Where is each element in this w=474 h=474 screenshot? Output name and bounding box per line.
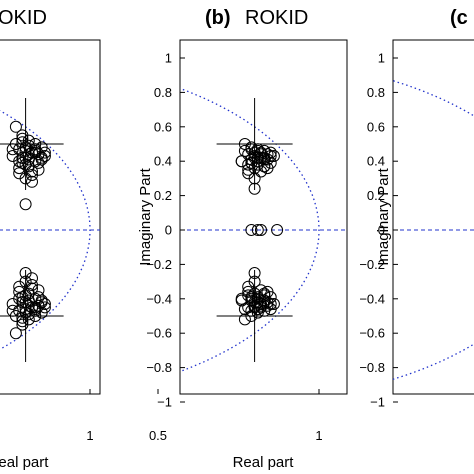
y-tick-label: −0.8: [359, 360, 385, 375]
scatter-point: [235, 292, 248, 305]
scatter-point: [26, 175, 38, 188]
scatter-point: [32, 291, 45, 304]
scatter-point: [264, 150, 277, 162]
x-tick-label: 1: [315, 428, 322, 443]
y-tick-label: 1: [165, 51, 172, 66]
y-tick-label: −1: [157, 395, 172, 410]
scatter-point: [242, 158, 255, 171]
scatter-point: [248, 172, 261, 185]
panel-c-ylabel: Imaginary Part: [375, 167, 392, 265]
y-tick-label: −0.2: [146, 257, 172, 272]
scatter-point: [248, 182, 261, 195]
y-tick-label: 0: [378, 223, 385, 238]
panel-b-xlabel: Real part: [233, 454, 295, 471]
y-tick-label: 0.2: [367, 188, 385, 203]
scatter-point: [245, 224, 258, 236]
scatter-point: [264, 298, 277, 310]
y-tick-label: −0.6: [146, 326, 172, 341]
scatter-point: [26, 279, 38, 291]
scatter-point: [245, 291, 258, 304]
scatter-point: [245, 156, 258, 169]
y-tick-label: 1: [378, 51, 385, 66]
scatter-point: [261, 162, 274, 175]
scatter-point: [16, 136, 29, 149]
panel-b-title: ROKID: [245, 7, 308, 29]
scatter-point: [6, 143, 19, 156]
scatter-point: [258, 287, 271, 300]
scatter-point: [16, 132, 29, 145]
y-tick-label: 0.2: [154, 188, 172, 203]
scatter-point: [6, 304, 19, 317]
scatter-point: [9, 120, 22, 133]
scatter-point: [19, 267, 32, 279]
y-tick-label: −0.8: [146, 360, 172, 375]
panel-a-xlabel: Real part: [0, 454, 49, 471]
scatter-point: [261, 285, 274, 298]
panel-b-plot: 0.5 1 1 0.8 0.6 0.4 0.2 0 −0.2 −0.4 −0.6 −0.8 −1 Rea…: [137, 39, 348, 471]
scatter-point: [248, 275, 261, 288]
scatter-point: [13, 292, 26, 305]
x-tick-label: 1: [86, 428, 93, 443]
panel-a-plot: .51 Real part: [0, 39, 101, 471]
scatter-point: [9, 327, 22, 340]
scatter-point: [251, 144, 264, 157]
y-tick-label: 0.4: [367, 154, 385, 169]
y-tick-label: 0: [165, 223, 172, 238]
scatter-point: [19, 172, 32, 185]
panel-c-letter: (c: [450, 7, 468, 29]
y-tick-label: 0.8: [367, 85, 385, 100]
scatter-point: [19, 198, 32, 211]
unit-circle: [180, 87, 320, 373]
scatter-point: [235, 155, 248, 168]
scatter-point: [16, 315, 29, 328]
scatter-point: [38, 301, 51, 314]
scatter-point: [245, 304, 258, 317]
scatter-point: [238, 313, 251, 326]
y-tick-label: 0.6: [154, 119, 172, 134]
scatter-point: [258, 160, 271, 173]
scatter-point: [22, 308, 35, 321]
y-tick-label: −1: [370, 395, 385, 410]
y-tick-label: −0.2: [359, 257, 385, 272]
scatter-point: [13, 155, 26, 168]
y-tick-label: 0.4: [154, 154, 172, 169]
scatter-point: [245, 143, 258, 156]
y-tick-label: −0.4: [146, 291, 172, 306]
scatter-point: [248, 267, 261, 279]
scatter-point: [255, 148, 267, 161]
scatter-point: [255, 224, 267, 236]
scatter-point: [251, 303, 264, 316]
panel-c-frame: [392, 39, 474, 395]
panel-b-letter: (b): [205, 7, 231, 29]
unit-circle: [393, 80, 474, 380]
x-tick-label: 0.5: [149, 428, 167, 443]
panel-b-ylabel: Imaginary Part: [137, 167, 154, 265]
scatter-point: [26, 169, 38, 181]
scatter-point: [19, 151, 32, 164]
scatter-point: [19, 296, 32, 309]
scatter-point: [251, 224, 264, 236]
y-tick-label: 0.8: [154, 85, 172, 100]
panel-a-title: OKID: [0, 7, 47, 29]
scatter-point: [38, 146, 51, 159]
panel-c-plot: 1 0.8 0.6 0.4 0.2 0 −0.2 −0.4 −0.6 −0.8 −1 Imagina…: [359, 39, 474, 410]
scatter-point: [32, 156, 45, 169]
panel-a-frame: [0, 39, 101, 395]
scatter-point: [19, 275, 32, 288]
scatter-point: [242, 289, 255, 302]
scatter-point: [16, 311, 29, 324]
y-tick-label: 0.6: [367, 119, 385, 134]
y-tick-label: −0.6: [359, 326, 385, 341]
scatter-point: [22, 139, 35, 152]
y-tick-label: −0.4: [359, 291, 385, 306]
scatter-point: [255, 299, 267, 312]
panel-b-frame: [179, 39, 348, 395]
scatter-point: [271, 224, 284, 236]
